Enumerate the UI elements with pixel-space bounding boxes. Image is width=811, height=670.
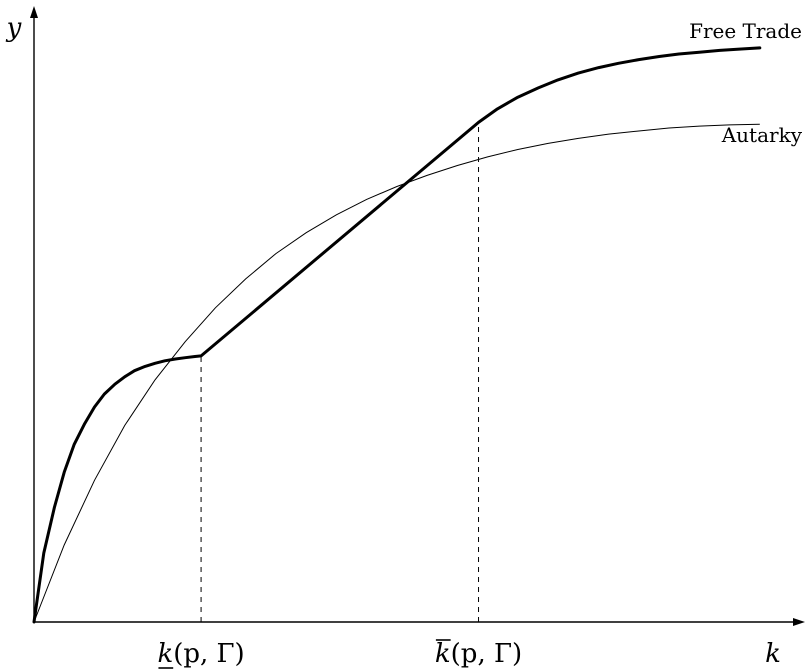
y-axis-arrow bbox=[30, 6, 38, 18]
x-tick-labels: k(p, Γ) k(p, Γ) bbox=[157, 639, 522, 669]
x-axis-label: k bbox=[765, 639, 781, 669]
tick-label-k-lower-args: (p, Γ) bbox=[173, 639, 245, 669]
series-layer bbox=[32, 46, 762, 624]
tick-label-k-lower-base: k bbox=[157, 639, 173, 669]
tick-label-k-upper-args: (p, Γ) bbox=[451, 639, 523, 669]
series-line-free-trade bbox=[32, 46, 762, 624]
x-axis-arrow bbox=[793, 618, 805, 626]
tick-label-k-upper: k(p, Γ) bbox=[435, 639, 522, 669]
guide-lines bbox=[200, 122, 480, 622]
y-axis-label: y bbox=[6, 13, 22, 43]
series-label-autarky: Autarky bbox=[721, 123, 803, 147]
tick-label-k-upper-base: k bbox=[435, 639, 451, 669]
series-line-autarky bbox=[33, 123, 760, 623]
tick-label-k-lower: k(p, Γ) bbox=[157, 639, 244, 669]
series-label-free-trade: Free Trade bbox=[689, 19, 802, 43]
